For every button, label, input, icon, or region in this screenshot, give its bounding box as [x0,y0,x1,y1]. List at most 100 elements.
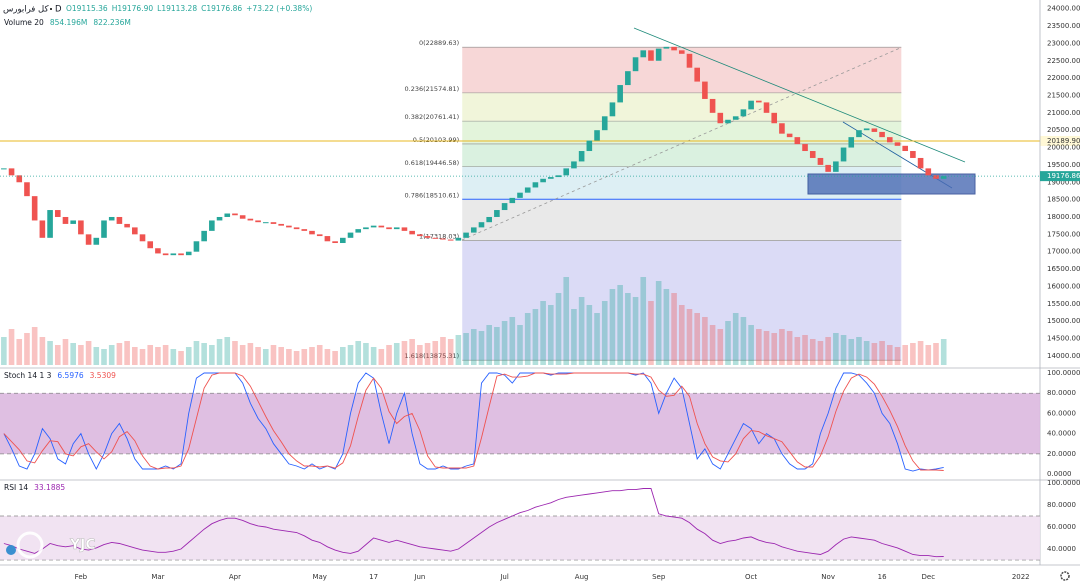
candle [540,178,546,183]
volume-bar [132,347,138,365]
y-tick-label: 16000.00 [1047,282,1080,290]
candle [563,168,570,176]
volume-bar [455,335,462,365]
candle [863,128,870,131]
volume-bar [432,341,439,365]
volume-bar [278,347,284,365]
fib-band [462,240,902,361]
volume-bar [632,297,639,365]
y-tick-label: 16500.00 [1047,265,1080,273]
candle [578,151,585,162]
watermark-logo [6,545,16,555]
volume-value: 822.236M [93,18,131,27]
candle [70,220,76,224]
fib-band [462,121,902,144]
candle [278,223,284,226]
x-tick-label: May [312,573,326,581]
volume-bar [771,333,778,365]
volume-bar [108,345,115,365]
candle [24,182,30,197]
candle [378,225,385,228]
volume-bar [370,347,377,365]
volume-bar [316,345,323,365]
fib-label: 0.5(20103.99) [413,136,459,144]
candle [910,151,916,158]
candle [655,48,662,61]
candle [355,229,362,233]
candle [116,216,123,224]
panel-legend: Stoch 14 1 3 6.5976 3.5309 [4,371,116,380]
volume-bar [1,337,7,365]
candle [463,232,469,238]
volume-bar [185,347,192,365]
volume-bar [440,337,446,365]
candle [393,227,400,230]
candle [940,176,947,179]
y-tick-label: 21500.00 [1047,91,1080,99]
x-tick-label: Apr [229,573,241,581]
y-tick-label: 17000.00 [1047,248,1080,256]
candle [917,157,924,169]
candle [886,137,893,143]
last-price-tag [1040,171,1080,182]
fib-band [462,143,902,167]
volume-bar [509,317,516,365]
candle [193,241,200,252]
y-tick-label: 23000.00 [1047,39,1080,47]
candle [270,222,277,224]
volume-bar [748,325,754,365]
volume-bar [617,285,623,365]
volume-bar [201,343,207,365]
volume-bar [717,329,724,365]
candle [85,234,92,245]
candle [640,50,647,58]
candle [232,213,238,216]
fib-label: 1(17318.03) [419,233,459,241]
volume-bar [678,305,685,365]
candle [332,241,338,244]
volume-bar [809,339,816,365]
volume-bar [347,345,354,365]
y-tick-label: 22500.00 [1047,57,1080,65]
fib-label: 0.236(21574.81) [405,85,460,93]
candle [39,220,46,238]
y-tick-label: 15500.00 [1047,300,1080,308]
volume-bar [702,317,708,365]
candle [809,151,816,158]
candle [47,210,53,238]
y-tick-label: 100.0000 [1047,479,1080,487]
volume-bar [655,281,662,365]
volume-bar [478,331,485,365]
candle [856,130,862,138]
y-tick-label: 18500.00 [1047,196,1080,204]
candle [617,85,623,103]
volume-bar [301,349,308,365]
candle [671,46,677,51]
volume-bar [709,325,716,365]
volume-bar [178,351,184,365]
y-tick-label: 100.0000 [1047,369,1080,377]
volume-bar [609,289,616,365]
volume-bar [54,345,61,365]
volume-bar [162,345,169,365]
volume-bar [886,345,893,365]
volume-bar [155,347,161,365]
volume-bar [686,309,693,365]
volume-bar [139,349,146,365]
settings-button[interactable] [1060,571,1070,581]
y-tick-label: 18000.00 [1047,213,1080,221]
band [0,516,1040,561]
volume-bar [270,345,277,365]
candle [763,102,770,113]
last-price-label: 19176.86 [1047,172,1080,180]
symbol: کل فرابورس [3,5,49,15]
trendline [633,27,966,163]
y-tick-label: 23500.00 [1047,22,1080,30]
candle [601,116,608,131]
ohlc-value: L19113.28 [157,4,197,13]
volume-bar [933,343,939,365]
volume-bar [193,341,200,365]
x-tick-label: 17 [369,573,378,581]
